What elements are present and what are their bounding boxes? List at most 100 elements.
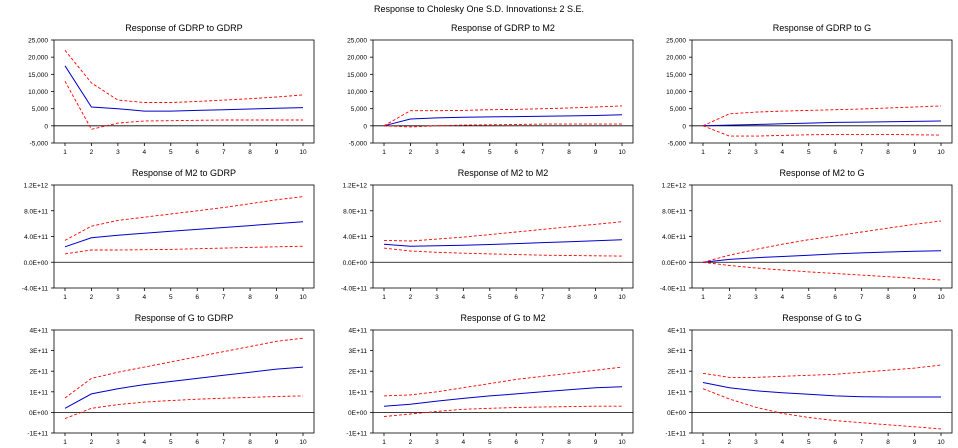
x-tick-label: 8 [567, 149, 571, 156]
band-lower-line [64, 395, 304, 420]
y-tick-label: 5,000 [32, 106, 49, 113]
y-tick-label: 0.0E+00 [662, 260, 687, 267]
x-tick-label: 10 [299, 439, 307, 446]
panel-title: Response of GDRP to GDRP [125, 23, 242, 33]
band-lower-line [64, 245, 304, 255]
x-tick-label: 10 [937, 439, 945, 446]
y-tick-label: 0 [363, 123, 367, 130]
x-tick-label: 3 [435, 439, 439, 446]
y-tick-label: 3E+11 [668, 348, 687, 355]
panel-title: Response of G to M2 [460, 313, 545, 323]
x-tick-label: 9 [913, 294, 917, 301]
x-tick-label: 7 [541, 439, 545, 446]
x-tick-label: 4 [781, 439, 785, 446]
response-line [702, 120, 942, 127]
y-tick-label: 0 [682, 123, 686, 130]
band-lower-line [383, 247, 623, 257]
x-tick-label: 9 [913, 439, 917, 446]
x-tick-label: 9 [275, 294, 279, 301]
response-line [702, 382, 941, 398]
plot-frame [691, 329, 953, 434]
y-tick-label: 2E+11 [349, 369, 368, 376]
x-tick-label: 1 [382, 149, 386, 156]
x-tick-label: 2 [728, 294, 732, 301]
x-tick-label: 6 [195, 294, 199, 301]
y-tick-label: 8.0E+11 [343, 208, 367, 215]
x-tick-label: 8 [248, 439, 252, 446]
x-tick-label: 9 [913, 149, 917, 156]
x-tick-label: 8 [248, 294, 252, 301]
x-tick-label: 3 [754, 439, 758, 446]
x-tick-label: 5 [169, 439, 173, 446]
x-tick-label: 7 [860, 149, 864, 156]
y-tick-label: 4E+11 [668, 328, 687, 335]
x-tick-label: 4 [143, 149, 147, 156]
x-tick-label: 7 [541, 149, 545, 156]
x-tick-label: 9 [594, 149, 598, 156]
y-tick-label: 4.0E+11 [662, 234, 686, 241]
x-tick-label: 9 [594, 294, 598, 301]
y-tick-label: 20,000 [666, 55, 686, 62]
y-tick-label: -5,000 [668, 141, 687, 148]
panel-title: Response of GDRP to M2 [451, 23, 555, 33]
y-tick-label: 0.0E+00 [24, 260, 49, 267]
y-tick-label: 1E+11 [668, 389, 687, 396]
panel-title: Response of M2 to M2 [458, 168, 549, 178]
band-lower-line [64, 80, 303, 130]
x-tick-label: 2 [90, 439, 94, 446]
y-tick-label: 10,000 [28, 89, 48, 96]
x-tick-label: 1 [382, 439, 386, 446]
x-tick-label: 8 [567, 439, 571, 446]
response-line [383, 386, 623, 407]
plot-frame [53, 39, 315, 144]
y-tick-label: 8.0E+11 [662, 208, 686, 215]
y-tick-label: 1E+11 [349, 389, 368, 396]
response-line [702, 250, 942, 263]
y-tick-label: 0.0E+00 [343, 260, 368, 267]
y-tick-label: -5,000 [30, 141, 49, 148]
y-tick-label: -1E+11 [27, 431, 48, 438]
band-lower-line [702, 261, 942, 281]
x-tick-label: 5 [807, 149, 811, 156]
x-tick-label: 5 [169, 149, 173, 156]
x-tick-label: 8 [886, 149, 890, 156]
x-tick-label: 1 [382, 294, 386, 301]
x-tick-label: 10 [618, 149, 626, 156]
y-tick-label: 4.0E+11 [24, 234, 48, 241]
x-tick-label: 6 [833, 149, 837, 156]
y-tick-label: 4.0E+11 [343, 234, 367, 241]
x-tick-label: 10 [299, 149, 307, 156]
band-upper-line [64, 50, 304, 103]
plot-frame [372, 39, 634, 144]
x-tick-label: 5 [488, 149, 492, 156]
response-line [383, 239, 623, 247]
x-tick-label: 8 [567, 294, 571, 301]
plot-frame [691, 184, 953, 289]
band-upper-line [383, 366, 623, 397]
x-tick-label: 3 [435, 294, 439, 301]
y-tick-label: -5,000 [349, 141, 368, 148]
y-tick-label: 5,000 [670, 106, 687, 113]
x-tick-label: 3 [116, 149, 120, 156]
band-lower-line [702, 125, 942, 137]
panel-m2-to-g: Response of M2 to G 1.2E+12 8.0E+11 4.0E+11… [660, 168, 953, 301]
x-tick-label: 6 [514, 294, 518, 301]
x-tick-label: 7 [222, 149, 226, 156]
x-tick-label: 4 [462, 149, 466, 156]
x-tick-label: 10 [937, 294, 945, 301]
response-line [383, 114, 623, 127]
x-tick-label: 5 [169, 294, 173, 301]
x-tick-label: 7 [860, 439, 864, 446]
y-tick-label: 10,000 [666, 89, 686, 96]
panel-g-to-g: Response of G to G 4E+11 3E+11 2E+11 1E+11 0E… [665, 313, 953, 446]
x-tick-label: 1 [63, 439, 67, 446]
x-tick-label: 3 [435, 149, 439, 156]
panel-m2-to-m2: Response of M2 to M2 1.2E+12 8.0E+11 4.0E+1… [341, 168, 634, 301]
y-tick-label: 0E+00 [667, 410, 686, 417]
band-upper-line [64, 196, 304, 241]
band-upper-line [702, 105, 942, 127]
x-tick-label: 2 [409, 439, 413, 446]
panel-title: Response of G to G [782, 313, 862, 323]
band-upper-line [383, 221, 623, 242]
y-tick-label: 2E+11 [30, 369, 49, 376]
